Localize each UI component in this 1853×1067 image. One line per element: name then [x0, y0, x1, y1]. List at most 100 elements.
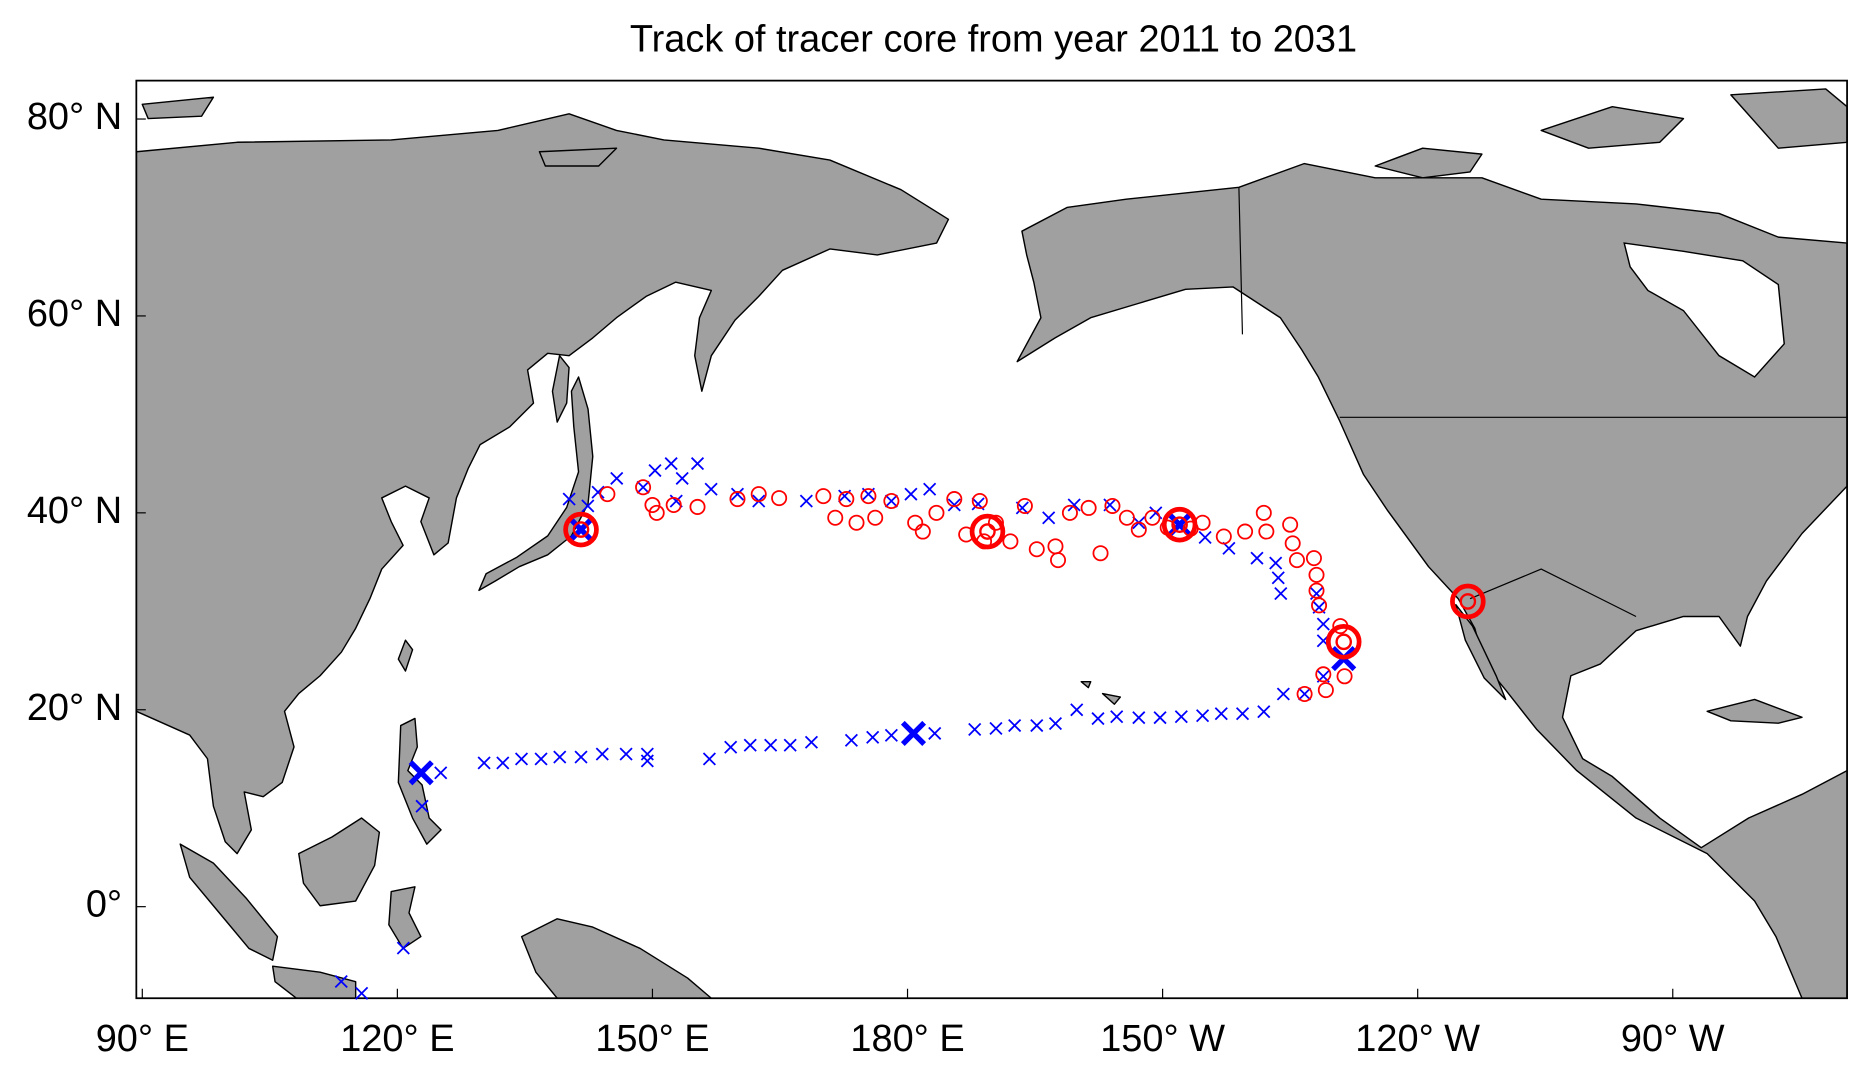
track-point [562, 492, 576, 506]
track-point [1008, 718, 1022, 733]
track-point [1174, 710, 1188, 724]
core-point [867, 509, 884, 526]
chart-title: Track of tracer core from year 2011 to 2… [630, 19, 1357, 61]
core-point [1311, 597, 1328, 614]
track-point [1235, 707, 1250, 721]
core-point [914, 523, 931, 540]
track-point [675, 471, 689, 485]
core-point [1255, 504, 1272, 521]
core-point [883, 493, 900, 510]
core-marker [1161, 506, 1198, 543]
track-point [1132, 711, 1146, 725]
plot-frame [135, 79, 1848, 1000]
sulawesi [388, 886, 422, 950]
track-point [534, 752, 548, 766]
track-point [884, 728, 898, 742]
core-point [1282, 516, 1299, 533]
track-point [514, 752, 529, 766]
core-point [1080, 499, 1097, 516]
core-point [599, 486, 616, 503]
core-point [1315, 666, 1332, 683]
track-point [1067, 498, 1081, 512]
track-point [730, 487, 745, 501]
core-point [1092, 545, 1109, 562]
track-point [968, 722, 982, 737]
track-point [1198, 530, 1212, 545]
track-point [648, 463, 662, 478]
track-point [1110, 710, 1124, 724]
y-tick-label: 60° N [27, 293, 122, 335]
x-tick-label: 120° E [340, 1018, 454, 1060]
track-point [434, 766, 448, 780]
core-point [1118, 509, 1135, 526]
borders [1238, 187, 1848, 618]
track-point [1274, 587, 1288, 601]
track-point [1196, 709, 1210, 723]
asia [135, 113, 950, 855]
track-point [553, 750, 567, 764]
core-point [1336, 668, 1353, 685]
core-point [1308, 582, 1325, 599]
x-tick-label: 120° W [1355, 1018, 1480, 1060]
track-point [928, 726, 942, 740]
core-point [1305, 550, 1322, 567]
core-marker [1450, 583, 1486, 620]
track-point [1250, 551, 1264, 565]
core-marker-inner [572, 521, 590, 538]
track-point [581, 499, 595, 513]
core-point [1104, 497, 1121, 514]
track-marker [568, 517, 594, 543]
track-point [690, 457, 705, 471]
track-point [574, 750, 588, 764]
core-point [971, 493, 988, 510]
track-point [866, 730, 880, 744]
track-point [1048, 716, 1063, 731]
core-point [1284, 535, 1301, 552]
track-point [1091, 712, 1105, 726]
hudson-bay [1623, 242, 1785, 378]
core-marker-inner [979, 523, 996, 540]
core-point [635, 479, 652, 496]
track-point [610, 471, 624, 485]
core-marker [563, 511, 599, 548]
core-marker-inner [1335, 633, 1353, 651]
track-point [804, 735, 819, 749]
x-tick-label: 90° W [1621, 1018, 1725, 1060]
core-point [1050, 552, 1067, 569]
core-point [946, 491, 963, 508]
core-point [729, 491, 746, 508]
core-point [860, 488, 877, 505]
core-point [689, 498, 706, 515]
y-tick-label: 40° N [27, 490, 122, 532]
core-point [644, 496, 661, 513]
core-point [1144, 509, 1161, 526]
track-point [477, 756, 491, 770]
track-point [1269, 556, 1283, 570]
core-point [1237, 523, 1254, 540]
core-point [1317, 682, 1334, 699]
core-point [1308, 566, 1325, 583]
x-tick-label: 180° E [850, 1018, 964, 1060]
core-point [1061, 504, 1078, 521]
philippines [397, 717, 442, 845]
core-point [665, 496, 682, 513]
y-tick-label: 0° [86, 884, 122, 926]
core-marker [969, 513, 1006, 550]
track-point [496, 756, 510, 770]
cuba [1706, 698, 1803, 724]
track-point [1316, 617, 1330, 631]
track-marker [900, 720, 927, 746]
core-point [1130, 521, 1147, 538]
core-point [907, 514, 924, 531]
borneo [298, 817, 381, 907]
track-point [640, 754, 654, 768]
track-point [595, 747, 609, 761]
core-point [1288, 552, 1305, 569]
baja [1455, 603, 1507, 701]
x-tick-label: 90° E [96, 1018, 189, 1060]
sakhalin [551, 354, 570, 423]
core-point [648, 504, 665, 521]
core-point [1028, 541, 1045, 558]
track-point [1030, 718, 1044, 733]
track-point [764, 738, 778, 752]
